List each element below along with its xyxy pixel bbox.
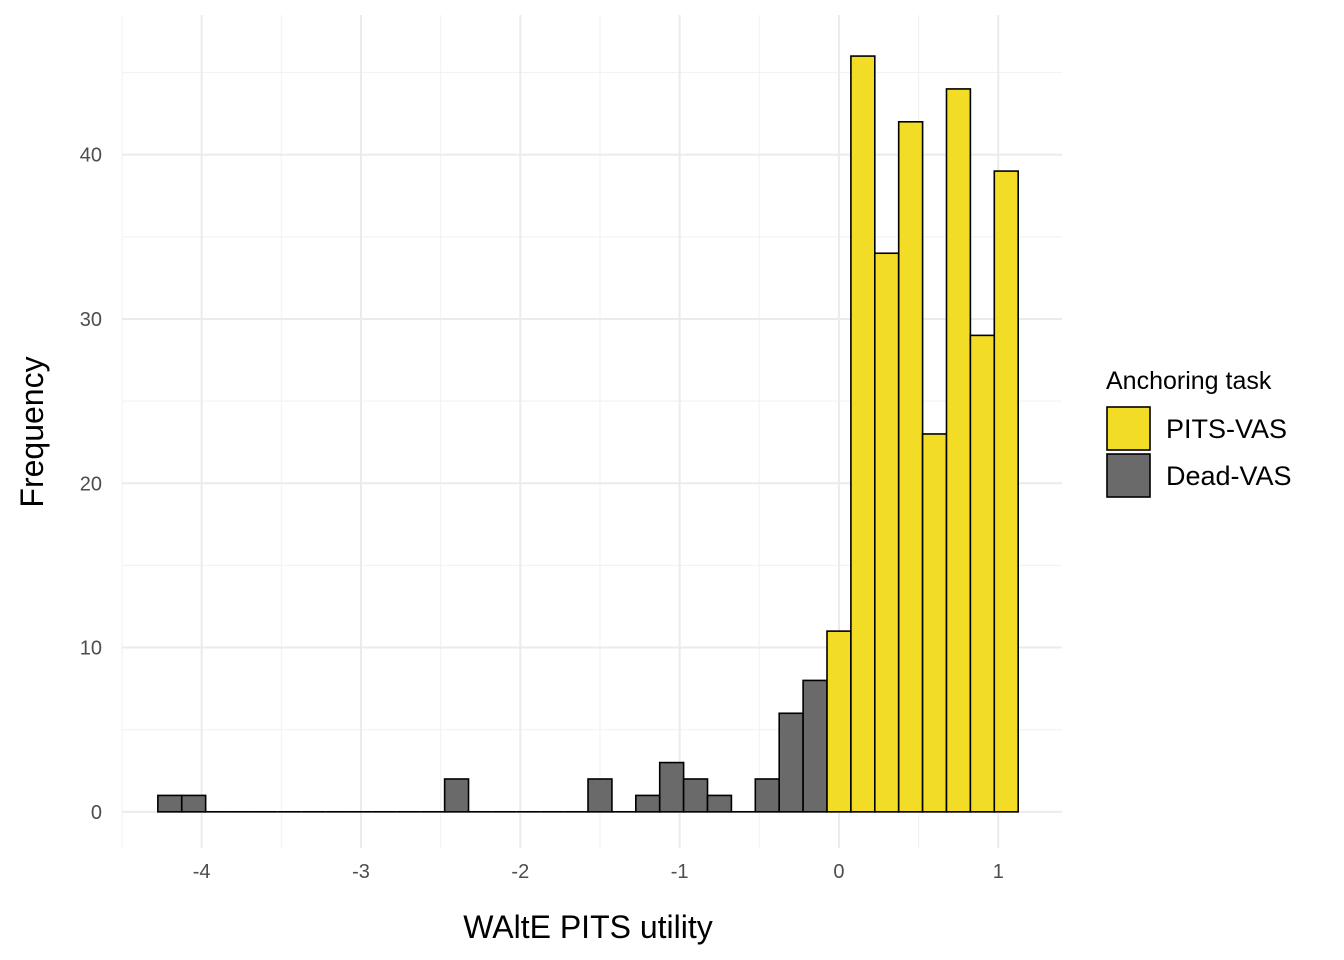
bar-pits-vas — [873, 252, 900, 813]
y-tick-label: 10 — [80, 638, 102, 660]
x-tick-label: -4 — [193, 861, 211, 883]
bar-pits-vas — [945, 88, 972, 813]
legend-label: PITS-VAS — [1166, 414, 1287, 444]
bar-dead-vas — [587, 778, 613, 813]
legend-key — [1106, 453, 1151, 498]
bar-pits-vas — [993, 170, 1019, 813]
bar-dead-vas — [443, 778, 470, 813]
legend-title: Anchoring task — [1106, 367, 1272, 395]
bar-dead-vas — [658, 761, 685, 813]
bar-pits-vas — [921, 433, 948, 813]
legend-key — [1106, 406, 1151, 451]
bar-dead-vas — [778, 712, 804, 813]
bar-pits-vas — [969, 334, 996, 813]
bar-dead-vas — [157, 794, 183, 813]
histogram-bars — [157, 55, 1019, 813]
bar-pits-vas — [826, 630, 852, 813]
bar-dead-vas — [180, 794, 207, 813]
bar-dead-vas — [802, 679, 828, 813]
y-tick-label: 0 — [91, 802, 102, 824]
x-tick-label: -1 — [671, 861, 689, 883]
x-tick-label: 1 — [993, 861, 1004, 883]
bar-dead-vas — [635, 794, 661, 813]
legend: Anchoring task PITS-VAS Dead-VAS — [1106, 367, 1292, 498]
bar-dead-vas — [682, 778, 709, 813]
bar-dead-vas — [754, 778, 781, 813]
legend-label: Dead-VAS — [1166, 461, 1292, 491]
x-tick-label: -3 — [352, 861, 370, 883]
y-tick-label: 20 — [80, 473, 102, 495]
x-tick-label: 0 — [833, 861, 844, 883]
x-axis-title: WAltE PITS utility — [463, 909, 713, 945]
y-axis-tick-labels: 0 10 20 30 40 — [80, 145, 102, 824]
bar-pits-vas — [850, 55, 876, 813]
y-tick-label: 40 — [80, 145, 102, 167]
bar-dead-vas — [706, 794, 733, 813]
x-axis-tick-labels: -4 -3 -2 -1 0 1 — [193, 861, 1004, 883]
y-axis-title: Frequency — [14, 356, 50, 507]
x-tick-label: -2 — [511, 861, 529, 883]
y-tick-label: 30 — [80, 309, 102, 331]
bar-pits-vas — [897, 120, 924, 813]
